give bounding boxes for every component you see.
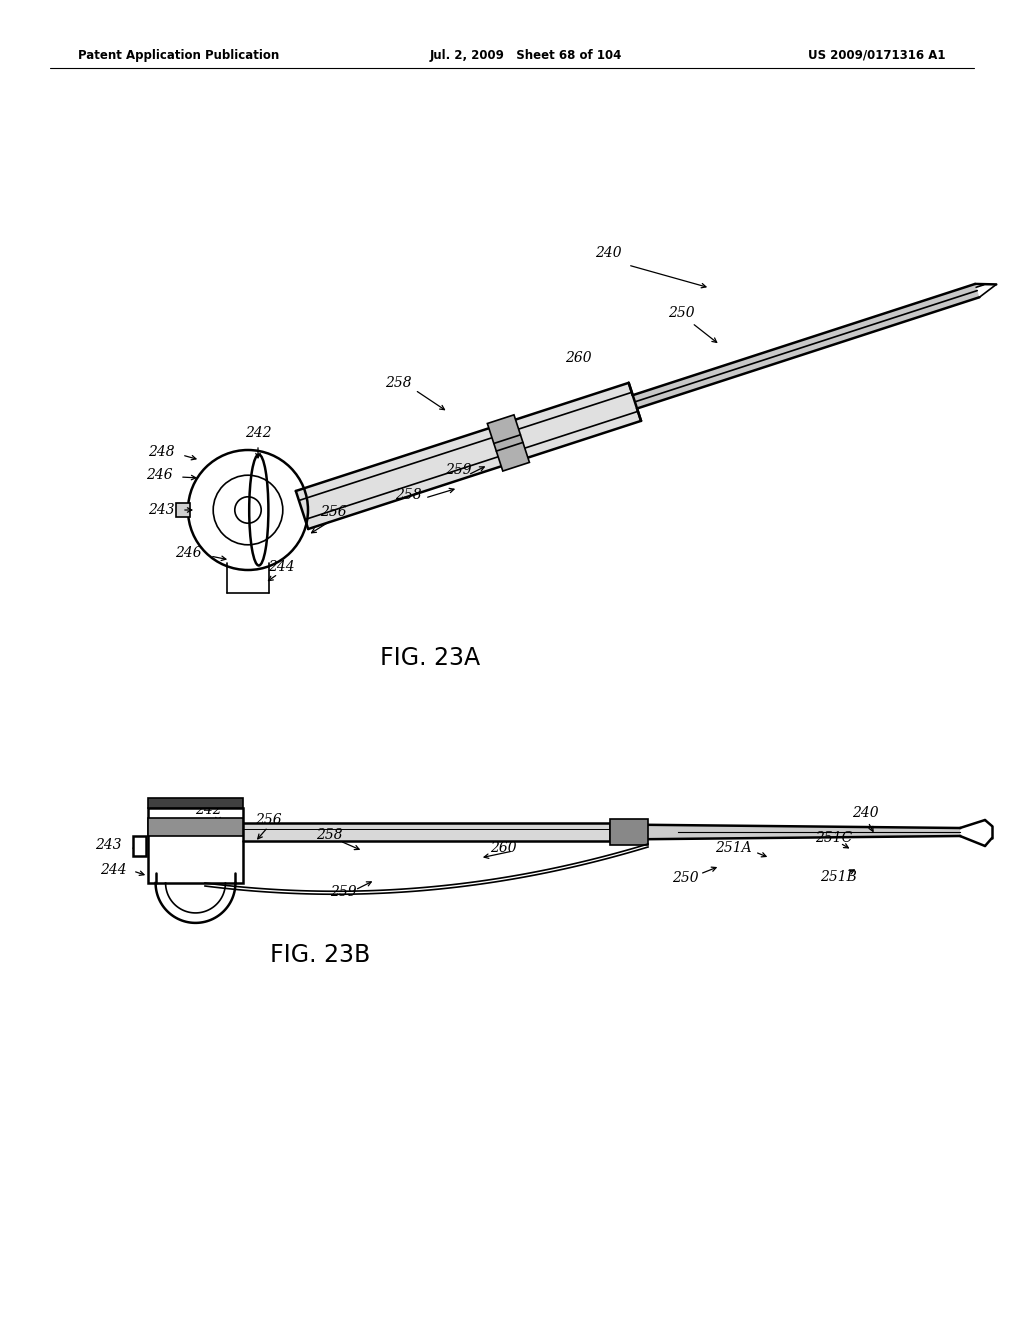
Text: 242: 242 — [245, 426, 271, 440]
Bar — [148, 808, 243, 883]
Text: FIG. 23A: FIG. 23A — [380, 645, 480, 671]
Bar — [133, 836, 146, 855]
Polygon shape — [633, 284, 979, 408]
Text: 244: 244 — [268, 560, 295, 574]
Text: 251A: 251A — [715, 841, 752, 855]
Text: 240: 240 — [595, 246, 622, 260]
Text: Jul. 2, 2009   Sheet 68 of 104: Jul. 2, 2009 Sheet 68 of 104 — [430, 49, 623, 62]
Text: 240: 240 — [852, 807, 879, 820]
Text: 258: 258 — [395, 488, 422, 502]
Text: 258: 258 — [316, 828, 343, 842]
Text: 250: 250 — [668, 306, 694, 319]
Text: 243: 243 — [148, 503, 175, 517]
Text: 243: 243 — [95, 838, 122, 851]
Polygon shape — [487, 414, 529, 471]
Text: 259: 259 — [330, 884, 356, 899]
Text: 251B: 251B — [820, 870, 857, 884]
Text: 259: 259 — [445, 463, 472, 477]
Text: 256: 256 — [319, 506, 347, 519]
Text: US 2009/0171316 A1: US 2009/0171316 A1 — [809, 49, 946, 62]
Bar — [148, 818, 243, 836]
Bar — [243, 822, 610, 841]
Text: 244: 244 — [100, 863, 127, 876]
Text: 246: 246 — [146, 469, 173, 482]
Polygon shape — [296, 383, 641, 529]
Text: 251C: 251C — [815, 832, 852, 845]
Text: 246: 246 — [175, 546, 202, 560]
Text: 260: 260 — [490, 841, 517, 855]
Text: 248: 248 — [148, 445, 175, 459]
Bar — [176, 503, 190, 517]
Text: 258: 258 — [385, 376, 412, 389]
Text: 256: 256 — [255, 813, 282, 828]
Text: 242: 242 — [195, 803, 221, 817]
Bar — [148, 799, 243, 808]
Text: 250: 250 — [672, 871, 698, 884]
Bar — [610, 818, 648, 845]
Text: Patent Application Publication: Patent Application Publication — [78, 49, 280, 62]
Text: 260: 260 — [565, 351, 592, 366]
Text: FIG. 23B: FIG. 23B — [270, 942, 370, 968]
Polygon shape — [648, 825, 961, 840]
